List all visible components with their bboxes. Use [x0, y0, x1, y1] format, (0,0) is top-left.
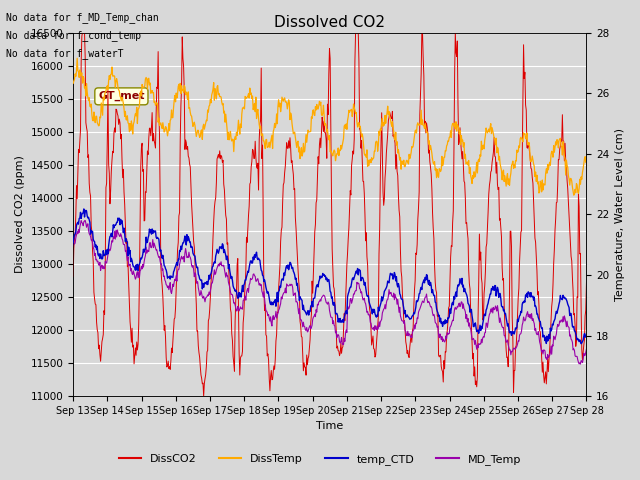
temp_CTD [582, 331, 590, 336]
DissCO2 [130, 361, 138, 367]
DissCO2 [413, 252, 420, 257]
MD_Temp [69, 243, 77, 249]
temp_CTD [69, 240, 77, 245]
Line: temp_CTD: temp_CTD [73, 209, 586, 344]
DissCO2 [79, 30, 86, 36]
temp_CTD [412, 304, 420, 310]
Legend: DissCO2, DissTemp, temp_CTD, MD_Temp: DissCO2, DissTemp, temp_CTD, MD_Temp [115, 450, 525, 469]
DissTemp [130, 119, 138, 125]
temp_CTD [269, 302, 277, 308]
DissTemp [412, 127, 420, 133]
Line: DissTemp: DissTemp [73, 58, 586, 195]
Y-axis label: Temperature, Water Level (cm): Temperature, Water Level (cm) [615, 128, 625, 301]
MD_Temp [250, 271, 258, 277]
Text: No data for f_cond_temp: No data for f_cond_temp [6, 30, 141, 41]
temp_CTD [130, 264, 138, 270]
MD_Temp [582, 346, 590, 352]
Text: GT_met: GT_met [98, 91, 145, 101]
temp_CTD [225, 266, 232, 272]
DissTemp [69, 81, 77, 86]
MD_Temp [577, 361, 584, 367]
DissCO2 [384, 132, 392, 137]
DissTemp [74, 55, 81, 61]
temp_CTD [80, 206, 88, 212]
MD_Temp [130, 271, 138, 276]
Text: No data for f_waterT: No data for f_waterT [6, 48, 124, 60]
temp_CTD [250, 257, 258, 263]
DissTemp [225, 130, 232, 135]
MD_Temp [383, 297, 391, 303]
MD_Temp [412, 320, 420, 326]
X-axis label: Time: Time [316, 421, 344, 432]
MD_Temp [81, 217, 89, 223]
DissCO2 [225, 274, 233, 279]
DissTemp [250, 103, 258, 109]
DissTemp [582, 155, 590, 161]
DissCO2 [251, 156, 259, 161]
temp_CTD [577, 341, 585, 347]
DissCO2 [69, 274, 77, 279]
Text: No data for f_MD_Temp_chan: No data for f_MD_Temp_chan [6, 12, 159, 23]
DissCO2 [270, 363, 278, 369]
Line: DissCO2: DissCO2 [73, 33, 586, 396]
DissCO2 [582, 279, 590, 285]
DissTemp [383, 110, 391, 116]
MD_Temp [225, 279, 232, 285]
DissTemp [269, 129, 277, 134]
MD_Temp [269, 313, 277, 319]
Line: MD_Temp: MD_Temp [73, 220, 586, 364]
temp_CTD [383, 283, 391, 288]
DissTemp [570, 192, 577, 198]
DissCO2 [200, 393, 207, 399]
Y-axis label: Dissolved CO2 (ppm): Dissolved CO2 (ppm) [15, 156, 25, 273]
Title: Dissolved CO2: Dissolved CO2 [275, 15, 385, 30]
